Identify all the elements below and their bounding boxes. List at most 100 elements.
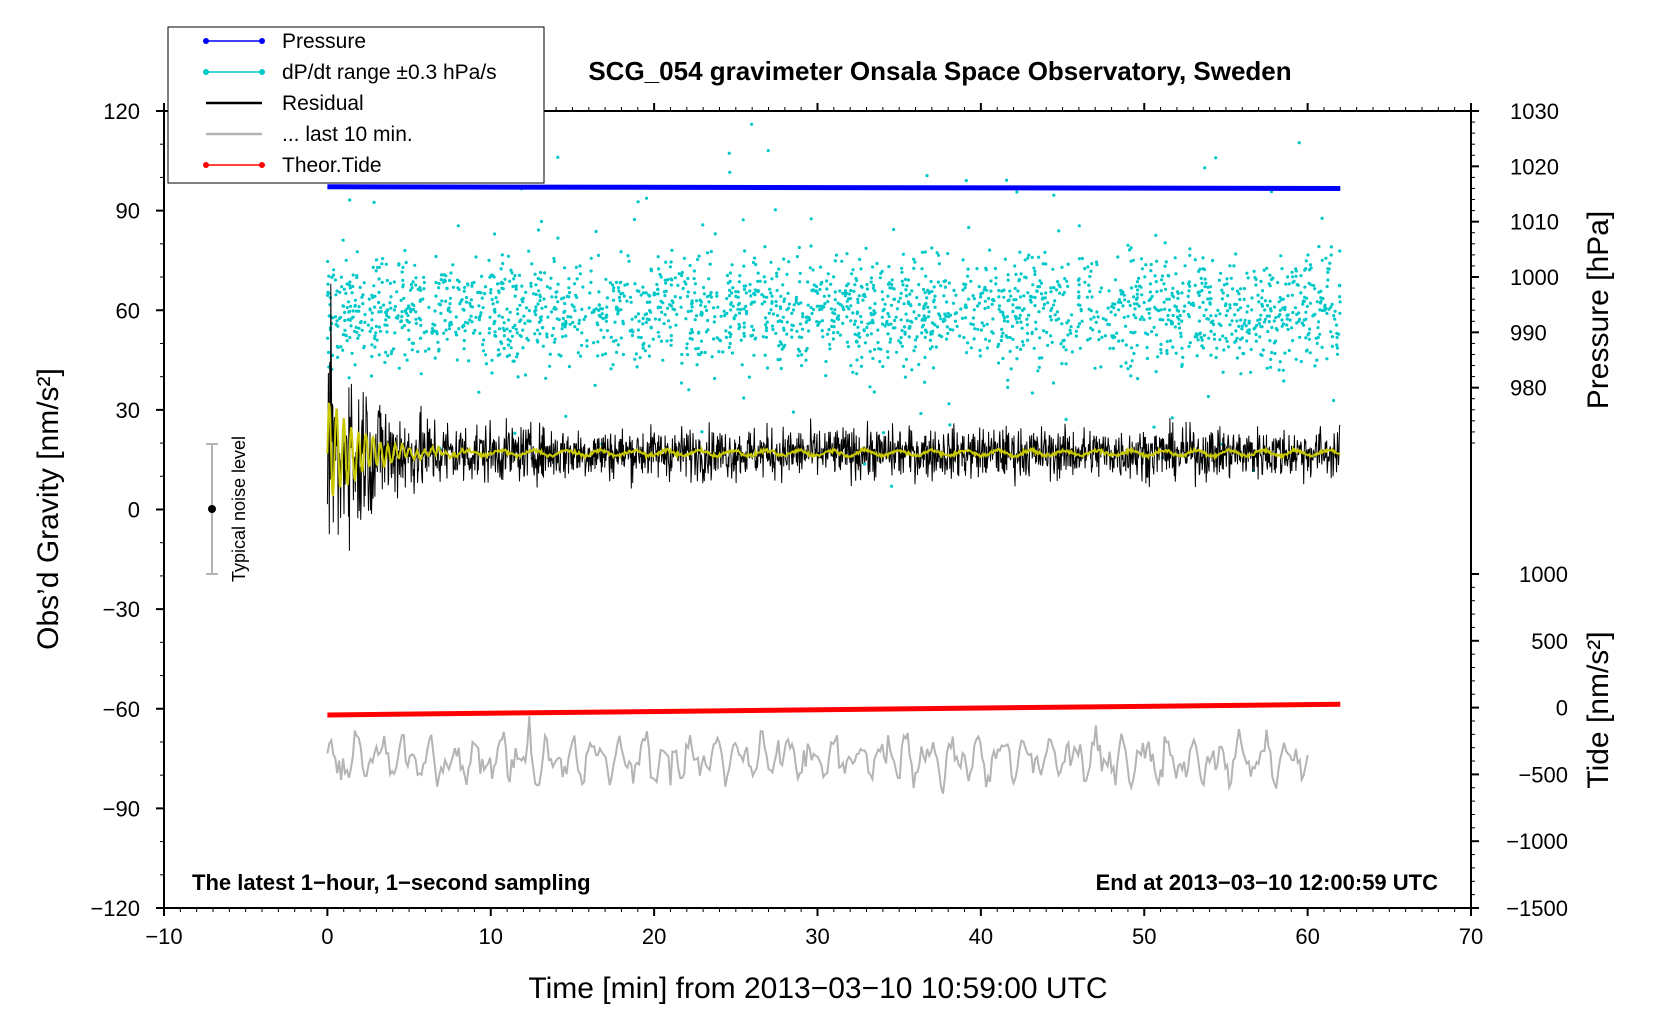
dpdt-point (901, 283, 905, 287)
dpdt-point (1017, 316, 1022, 320)
dpdt-point (976, 327, 980, 331)
dpdt-point (845, 340, 850, 344)
dpdt-point (855, 310, 860, 314)
dpdt-point (564, 334, 568, 338)
dpdt-point (1249, 370, 1253, 374)
dpdt-point (370, 326, 374, 330)
dpdt-point (1224, 313, 1228, 318)
dpdt-point (880, 290, 884, 294)
dpdt-point (343, 318, 347, 323)
dpdt-point (358, 285, 362, 289)
dpdt-point (326, 259, 330, 264)
dpdt-point (377, 310, 381, 314)
dpdt-point (1131, 258, 1135, 262)
dpdt-point (997, 295, 1001, 299)
dpdt-point (883, 302, 887, 306)
dpdt-point (697, 254, 701, 258)
dpdt-point (865, 333, 870, 337)
dpdt-point (615, 350, 619, 354)
dpdt-point (699, 303, 703, 307)
dpdt-point (1117, 298, 1121, 302)
dpdt-point (638, 356, 642, 360)
dpdt-point (1228, 323, 1232, 327)
noise-bar-center (208, 505, 216, 513)
dpdt-point (1208, 290, 1212, 294)
dpdt-point (389, 295, 393, 299)
dpdt-point (521, 346, 525, 350)
dpdt-point (1142, 301, 1146, 305)
dpdt-point (741, 218, 745, 222)
dpdt-point (618, 299, 622, 303)
dpdt-point (1325, 311, 1329, 315)
dpdt-point (665, 306, 670, 310)
dpdt-point (756, 271, 760, 275)
dpdt-point (490, 358, 494, 362)
dpdt-point (362, 346, 366, 350)
dpdt-point (513, 323, 517, 327)
dpdt-point (1281, 297, 1285, 301)
dpdt-point (491, 302, 495, 306)
dpdt-point (1311, 313, 1316, 317)
dpdt-point (1041, 306, 1046, 310)
dpdt-point (1206, 297, 1210, 301)
dpdt-point (1191, 301, 1195, 305)
dpdt-point (917, 302, 921, 307)
dpdt-point (611, 289, 616, 293)
dpdt-point (764, 335, 769, 339)
dpdt-point (333, 278, 337, 282)
dpdt-point (1221, 291, 1225, 295)
dpdt-point (578, 354, 583, 358)
dpdt-point (686, 309, 690, 314)
dpdt-point (684, 317, 688, 321)
dpdt-point (466, 321, 470, 325)
dpdt-point (385, 323, 389, 327)
dpdt-point (1313, 364, 1317, 368)
dpdt-point (1286, 313, 1290, 317)
dpdt-point (919, 411, 923, 416)
dpdt-point (1043, 250, 1047, 254)
dpdt-point (920, 267, 924, 271)
dpdt-point (860, 355, 864, 359)
dpdt-point (1284, 282, 1288, 286)
dpdt-point (821, 335, 825, 339)
dpdt-point (1171, 286, 1175, 290)
dpdt-point (392, 347, 396, 351)
dpdt-point (411, 307, 416, 312)
dpdt-point (773, 208, 778, 212)
dpdt-point (760, 293, 764, 297)
dpdt-point (1077, 283, 1081, 287)
dpdt-point (1066, 333, 1070, 337)
dpdt-point (763, 300, 767, 304)
dpdt-point (816, 323, 820, 327)
dpdt-point (1137, 304, 1141, 308)
dpdt-point (794, 300, 798, 304)
tide-tick-label: 0 (1556, 696, 1568, 721)
dpdt-point (454, 333, 459, 337)
dpdt-point (905, 284, 909, 288)
dpdt-point (754, 336, 758, 340)
dpdt-point (1027, 313, 1031, 317)
dpdt-point (1160, 274, 1165, 278)
dpdt-point (597, 303, 602, 307)
dpdt-point (791, 308, 796, 312)
dpdt-point (1132, 302, 1137, 306)
dpdt-point (1315, 358, 1319, 362)
dpdt-point (762, 295, 766, 299)
tide-tick-label: −1500 (1506, 896, 1568, 921)
dpdt-point (1203, 285, 1207, 289)
dpdt-point (676, 283, 680, 287)
dpdt-point (534, 292, 538, 297)
dpdt-point (536, 228, 541, 232)
dpdt-point (792, 303, 796, 307)
dpdt-point (1083, 267, 1087, 271)
dpdt-point (389, 306, 393, 310)
dpdt-point (597, 290, 601, 294)
dpdt-point (437, 302, 441, 306)
dpdt-point (989, 279, 993, 283)
dpdt-point (930, 246, 934, 250)
dpdt-point (524, 290, 528, 294)
dpdt-point (534, 308, 538, 312)
dpdt-point (474, 315, 478, 319)
dpdt-point (845, 252, 849, 256)
dpdt-point (355, 250, 359, 254)
